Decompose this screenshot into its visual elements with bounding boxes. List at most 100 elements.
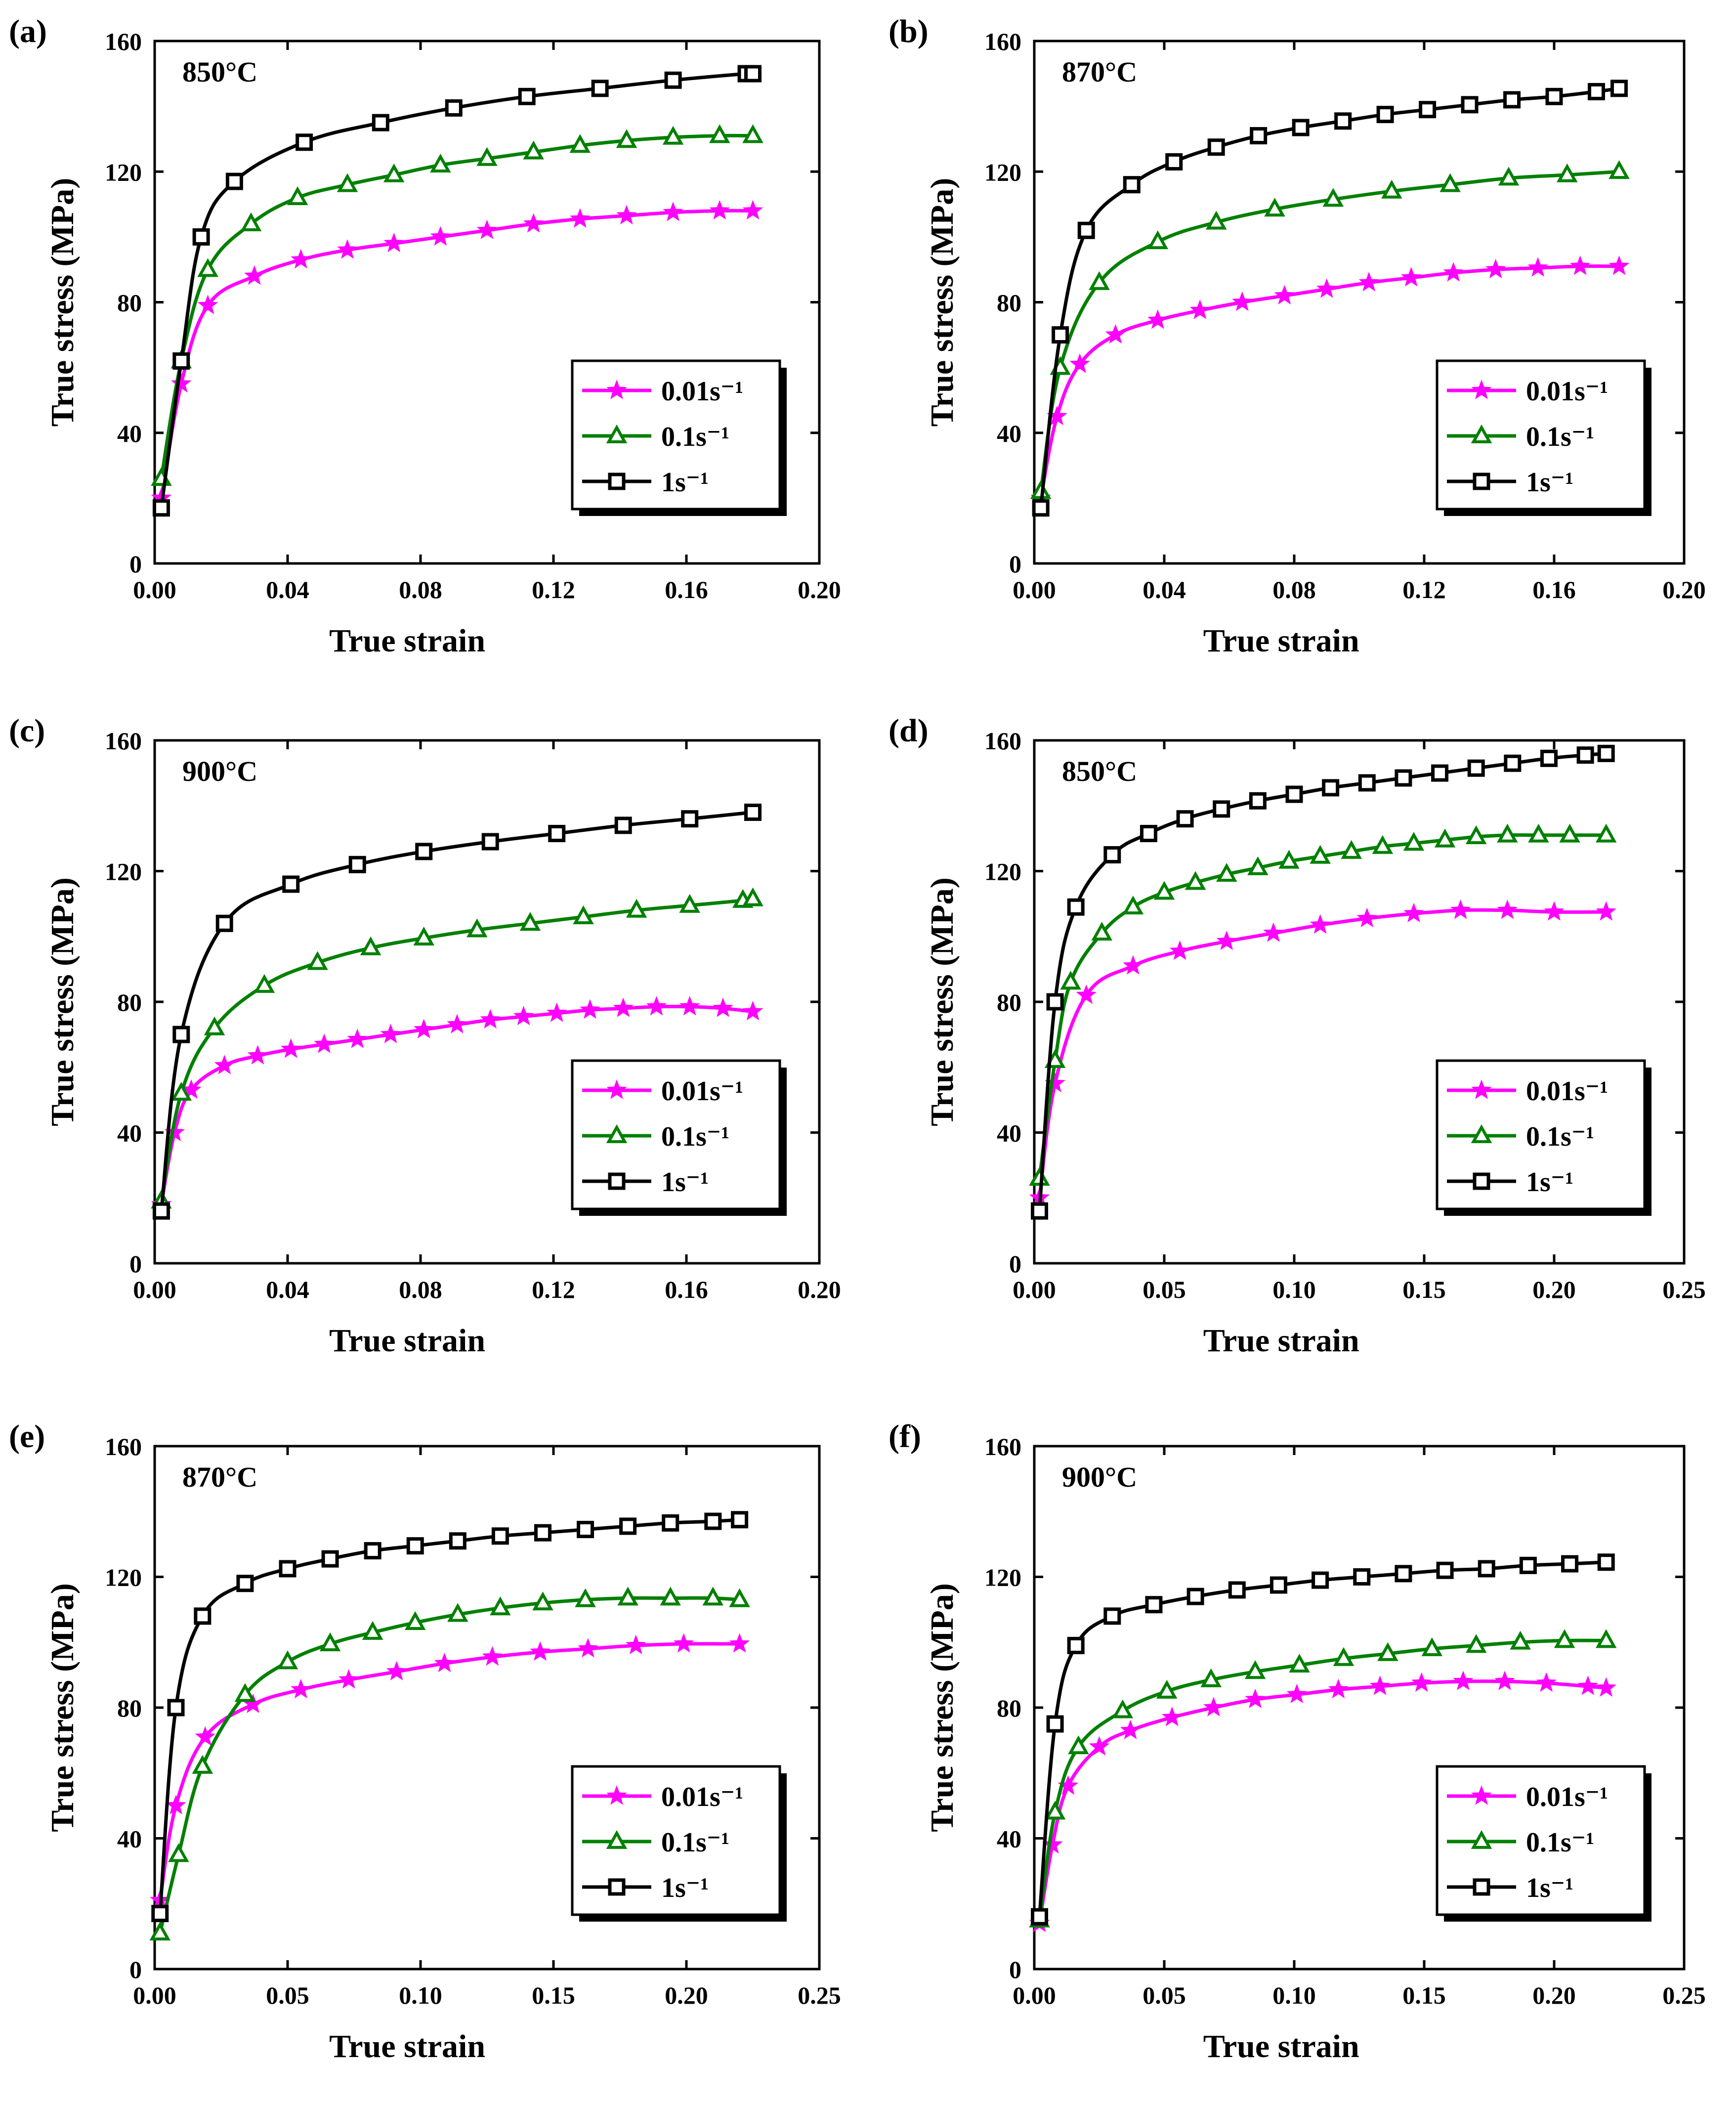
data-point [1032,499,1050,517]
data-point [254,974,275,993]
x-axis-label: True strain [329,1323,485,1359]
data-point [1436,1561,1454,1579]
data-point [702,1587,724,1606]
data-point [291,1678,311,1699]
data-point [1395,1565,1412,1583]
data-point [1465,1634,1487,1653]
data-point [1497,899,1518,919]
series-triangle [151,124,763,486]
data-point [1557,163,1578,182]
data-point [1285,785,1303,803]
x-tick-label: 0.20 [1662,576,1706,603]
data-point [704,1512,722,1530]
data-point [1140,824,1157,842]
data-point [1156,1679,1178,1699]
data-point [1060,971,1081,990]
data-point [1440,173,1461,192]
data-point [314,1033,335,1053]
y-tick-label: 0 [1009,1250,1021,1278]
data-point [1328,1678,1349,1699]
data-point [1278,850,1300,869]
data-point [1286,1683,1308,1704]
data-point [532,1591,553,1611]
data-point [1289,1653,1310,1673]
legend-entry: 0.1s⁻¹ [661,1121,729,1152]
y-tick-label: 80 [997,289,1021,317]
x-tick-label: 0.15 [532,1981,575,2009]
x-tick-label: 0.04 [266,576,309,603]
data-point [1421,1637,1443,1656]
series-star [151,996,763,1213]
data-point [1067,898,1085,916]
data-point [731,1511,749,1529]
legend-marker [606,424,628,443]
x-tick-label: 0.20 [798,576,841,603]
series-star [149,1633,750,1909]
data-point [1216,862,1237,882]
legend-entry: 0.01s⁻¹ [661,376,743,407]
x-tick-label: 0.00 [1013,1981,1056,2009]
x-tick-label: 0.12 [1402,576,1446,603]
x-tick-label: 0.00 [1013,1276,1056,1303]
y-tick-label: 120 [105,858,142,886]
data-point [1403,902,1424,923]
data-point [523,140,544,160]
data-point [1376,106,1394,124]
series-square [152,65,762,517]
data-point [167,1699,185,1717]
x-tick-label: 0.20 [665,1981,708,2009]
x-tick-label: 0.08 [399,1276,442,1303]
legend-marker [606,380,627,399]
data-point [1411,1672,1432,1692]
data-point [548,824,566,842]
data-point [348,856,366,873]
data-point [729,1588,750,1607]
data-point [742,124,763,143]
data-point [319,1632,341,1651]
data-point [1467,759,1485,777]
data-point [662,1514,679,1532]
data-point [1610,80,1628,97]
data-point [1461,96,1479,114]
data-point [197,258,218,277]
data-point [383,232,405,253]
data-point [1597,744,1615,762]
data-point [662,126,684,145]
series-triangle [1029,823,1617,1186]
data-point [170,373,192,393]
x-tick-label: 0.25 [1662,1276,1706,1303]
x-tick-label: 0.05 [1143,1276,1186,1303]
y-tick-label: 160 [984,28,1021,55]
data-point [1358,272,1380,292]
y-axis-label: True stress (MPa) [924,877,960,1126]
data-point [170,1082,192,1101]
data-point [577,1521,594,1539]
legend-entry: 0.01s⁻¹ [1526,1782,1608,1812]
data-point [1046,1715,1064,1733]
temperature-annotation: 900°C [1062,1461,1137,1493]
x-tick-label: 0.25 [1662,1981,1706,2009]
x-tick-label: 0.12 [532,576,575,603]
y-tick-label: 0 [129,1956,142,1983]
data-point [619,1517,637,1535]
y-tick-label: 80 [997,988,1021,1016]
data-point [1503,91,1521,109]
data-point [152,1202,170,1220]
x-tick-label: 0.08 [399,576,442,603]
data-point [1587,83,1605,100]
legend: 0.01s⁻¹ 0.1s⁻¹ 1s⁻¹ [571,1765,787,1922]
data-point [1443,262,1464,282]
data-point [513,1005,534,1026]
data-point [1310,845,1331,864]
data-point [1169,940,1190,960]
data-point [282,875,300,893]
data-point [1147,230,1169,250]
data-point [445,99,463,117]
data-point [1559,823,1580,843]
data-point [1403,832,1425,851]
data-point [1231,291,1253,311]
data-point [1596,901,1617,921]
data-point [1145,1596,1163,1614]
data-point [1067,1636,1085,1654]
data-point [1068,1735,1089,1755]
